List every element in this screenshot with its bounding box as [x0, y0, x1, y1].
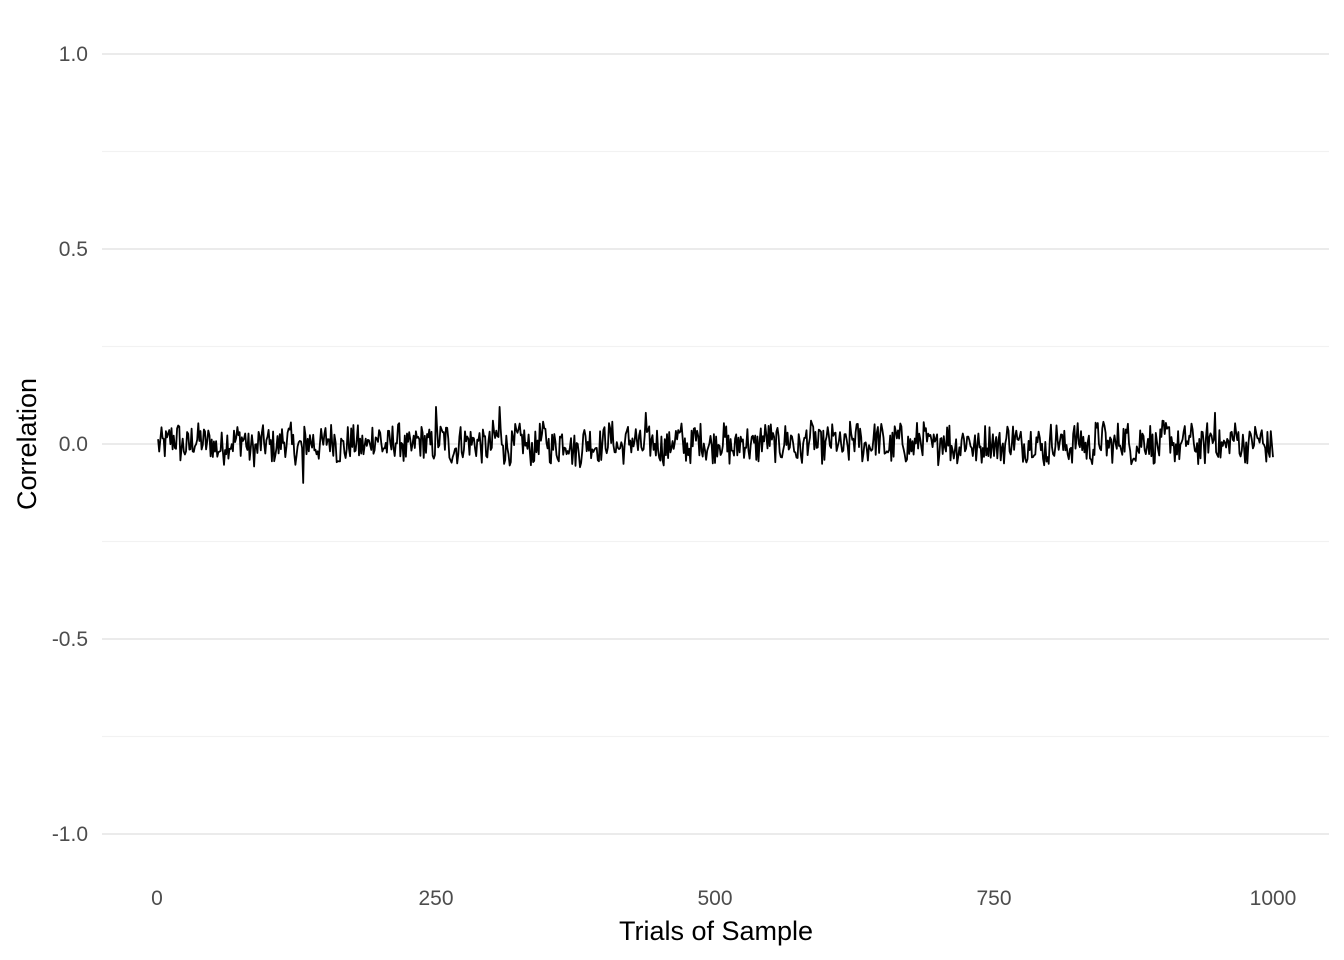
y-tick-label: 1.0: [59, 43, 88, 66]
correlation-series-line: [157, 406, 1274, 484]
x-tick-label: 250: [418, 887, 453, 910]
y-tick-label: -0.5: [52, 628, 88, 651]
y-tick-label: -1.0: [52, 823, 88, 846]
y-tick-label: 0.0: [59, 433, 88, 456]
x-tick-labels: 0 250 500 750 1000: [151, 887, 1296, 910]
x-tick-label: 0: [151, 887, 163, 910]
y-tick-labels: -1.0 -0.5 0.0 0.5 1.0: [52, 43, 88, 846]
x-tick-label: 500: [697, 887, 732, 910]
x-axis-title: Trials of Sample: [619, 916, 813, 946]
series-layer: [157, 406, 1274, 484]
x-tick-label: 750: [976, 887, 1011, 910]
x-tick-label: 1000: [1250, 887, 1297, 910]
y-axis-title: Correlation: [12, 378, 42, 510]
y-tick-label: 0.5: [59, 238, 88, 261]
